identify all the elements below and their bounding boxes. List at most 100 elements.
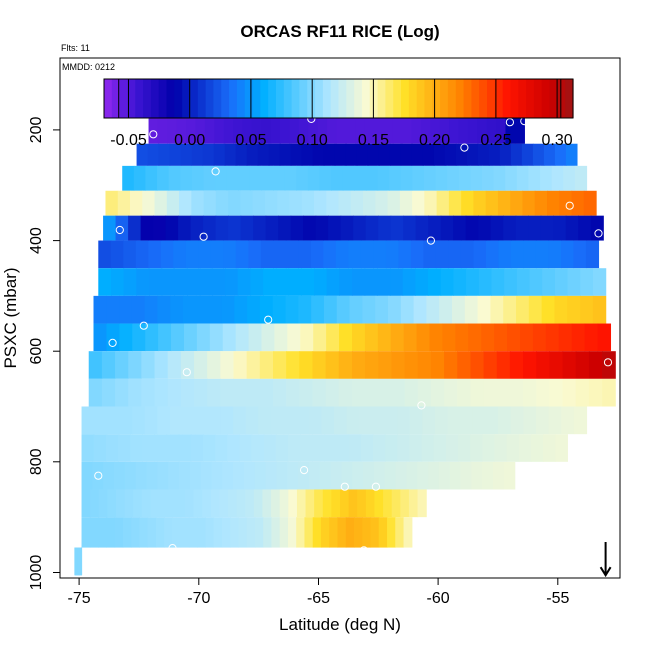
heatmap-cell <box>270 116 281 144</box>
heatmap-cell <box>563 165 576 191</box>
heatmap-cell <box>466 143 479 166</box>
heatmap-cell <box>215 215 229 241</box>
heatmap-cell <box>329 517 339 548</box>
heatmap-cell <box>153 215 167 241</box>
heatmap-cell <box>528 295 543 324</box>
heatmap-cell <box>230 517 240 548</box>
heatmap-cell <box>490 295 504 324</box>
heatmap-cell <box>166 434 180 462</box>
colorbar-segment <box>338 79 347 118</box>
heatmap-cell <box>124 489 134 518</box>
heatmap-cell <box>189 461 202 490</box>
heatmap-cell <box>185 240 199 269</box>
heatmap-cell <box>173 240 187 269</box>
heatmap-cell <box>470 378 485 407</box>
heatmap-cell <box>254 517 264 548</box>
heatmap-cell <box>103 215 117 241</box>
heatmap-cell <box>470 165 483 191</box>
heatmap-cell <box>428 268 442 296</box>
heatmap-cell <box>448 190 462 216</box>
heatmap-cell <box>494 323 508 352</box>
colorbar-segment <box>275 79 285 118</box>
heatmap-cell <box>553 215 567 241</box>
heatmap-cell <box>363 190 376 216</box>
heatmap-cell <box>128 215 142 241</box>
heatmap-cell <box>88 378 103 407</box>
heatmap-cell <box>223 240 237 269</box>
heatmap-cell <box>290 215 304 241</box>
heatmap-cell <box>430 378 445 407</box>
chart-title: ORCAS RF11 RICE (Log) <box>240 22 439 41</box>
heatmap-cell <box>207 351 221 379</box>
heatmap-cell <box>485 406 499 435</box>
colorbar-segment <box>424 79 433 118</box>
heatmap-cell <box>491 268 505 296</box>
heatmap-cell <box>290 143 303 166</box>
heatmap-cell <box>486 116 497 144</box>
heatmap-cell <box>132 406 146 435</box>
y-tick-label: 1000 <box>28 555 45 591</box>
heatmap-cell <box>240 215 254 241</box>
heatmap-cell <box>498 240 512 269</box>
heatmap-cell <box>93 323 108 352</box>
heatmap-cell <box>345 517 355 548</box>
heatmap-cell <box>336 116 347 144</box>
heatmap-cell <box>449 116 460 144</box>
colorbar-tick-label: 0.25 <box>480 132 511 149</box>
heatmap-cell <box>202 489 212 518</box>
heatmap-cell <box>105 190 119 216</box>
heatmap-cell <box>157 116 168 144</box>
colorbar-segment <box>533 79 543 118</box>
heatmap-cell <box>308 116 319 144</box>
heatmap-cell <box>338 378 353 407</box>
heatmap-cell <box>221 517 231 548</box>
heatmap-cell <box>154 351 169 379</box>
heatmap-cell <box>263 268 277 296</box>
heatmap-cell <box>440 268 455 296</box>
heatmap-cell <box>222 323 237 352</box>
heatmap-cell <box>202 434 216 462</box>
heatmap-cell <box>220 351 235 379</box>
heatmap-cell <box>547 190 560 216</box>
heatmap-cell <box>541 295 556 324</box>
colorbar-segment <box>197 79 207 118</box>
heatmap-cell <box>365 165 379 191</box>
heatmap-cell <box>180 143 193 166</box>
heatmap-cell <box>345 116 356 144</box>
heatmap-cell <box>510 406 524 435</box>
heatmap-cell <box>519 323 534 352</box>
heatmap-cell <box>523 406 537 435</box>
heatmap-cell <box>543 143 556 166</box>
heatmap-cell <box>114 517 124 548</box>
heatmap-cell <box>365 489 376 518</box>
heatmap-cell <box>351 378 366 407</box>
heatmap-cell <box>400 295 415 324</box>
heatmap-cell <box>249 165 263 191</box>
heatmap-cell <box>279 517 289 548</box>
heatmap-cell <box>353 215 367 241</box>
heatmap-cell <box>212 268 226 296</box>
heatmap-cell <box>186 116 197 144</box>
colorbar-segment <box>369 79 379 118</box>
heatmap-cell <box>154 378 169 407</box>
heatmap-cell <box>90 489 100 518</box>
sample-marker <box>565 201 574 210</box>
heatmap-cell <box>477 295 492 324</box>
colorbar-segment <box>322 79 332 118</box>
colorbar-segment <box>487 79 496 118</box>
sample-marker <box>149 130 158 139</box>
heatmap-cell <box>436 190 450 216</box>
heatmap-cell <box>505 116 525 144</box>
y-tick-label: 800 <box>28 448 45 475</box>
heatmap-cell <box>198 240 212 269</box>
heatmap-cell <box>89 517 99 548</box>
heatmap-cell <box>196 323 211 352</box>
heatmap-cell <box>458 165 472 191</box>
heatmap-cell <box>271 517 281 548</box>
heatmap-cell <box>415 268 429 296</box>
heatmap-cell <box>287 323 301 352</box>
heatmap-cell <box>378 215 392 241</box>
heatmap-cell <box>580 295 594 324</box>
heatmap-cell <box>435 240 450 269</box>
heatmap-cell <box>279 143 292 166</box>
